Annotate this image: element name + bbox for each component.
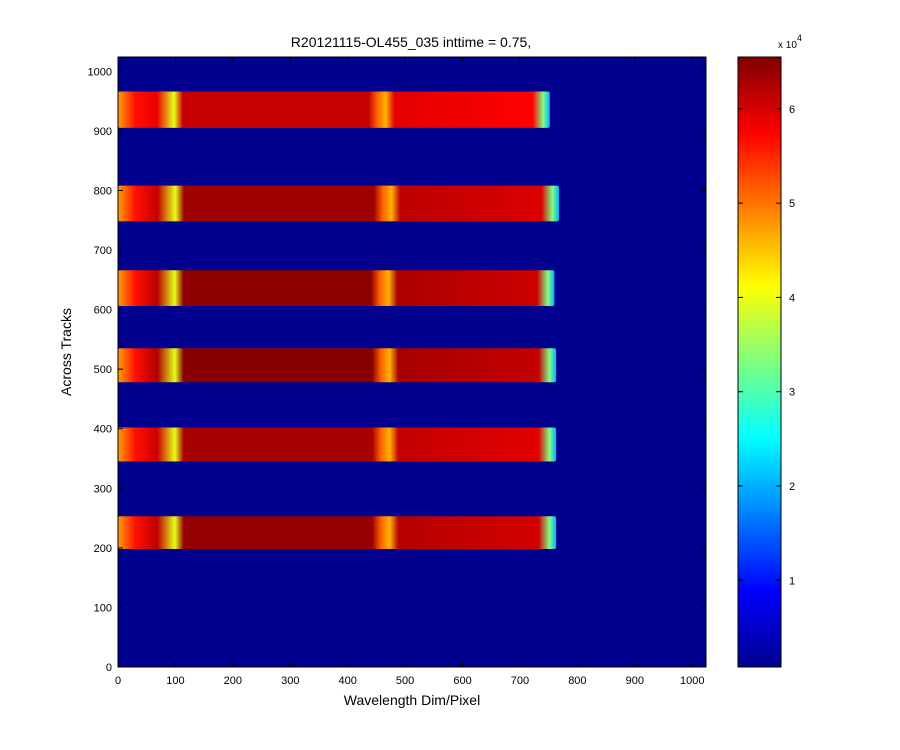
colorbar-tick-label: 3 <box>789 387 795 399</box>
x-tick-label: 400 <box>339 675 357 687</box>
y-tick-label: 500 <box>94 364 112 376</box>
x-tick-label: 0 <box>115 675 121 687</box>
colorbar-tick-label: 1 <box>789 575 795 587</box>
heatmap-stripe <box>118 270 555 307</box>
y-tick-label: 800 <box>94 185 112 197</box>
y-tick-label: 100 <box>94 602 112 614</box>
colorbar-tick-label: 2 <box>789 481 795 493</box>
y-axis-ticks: 0 100 200 300 400 500 600 700 800 900 1000 <box>88 66 706 674</box>
heatmap-stripe <box>118 427 557 462</box>
x-tick-label: 800 <box>568 675 586 687</box>
x-tick-label: 100 <box>166 675 184 687</box>
y-tick-label: 700 <box>94 245 112 257</box>
y-tick-label: 200 <box>94 543 112 555</box>
y-tick-label: 0 <box>106 662 112 674</box>
x-axis-label: Wavelength Dim/Pixel <box>344 692 480 708</box>
x-tick-label: 1000 <box>680 675 704 687</box>
y-tick-label: 400 <box>94 424 112 436</box>
chart-title: R20121115-OL455_035 inttime = 0.75, <box>291 34 531 50</box>
colorbar-tick-label: 6 <box>789 104 795 116</box>
colorbar-tick-label: 4 <box>789 292 795 304</box>
x-tick-label: 900 <box>626 675 644 687</box>
y-tick-label: 600 <box>94 305 112 317</box>
x-tick-label: 700 <box>511 675 529 687</box>
x-tick-label: 200 <box>224 675 242 687</box>
heatmap-stripes <box>118 91 559 550</box>
colorbar-tick-label: 5 <box>789 198 795 210</box>
heatmap-stripe <box>118 516 557 550</box>
x-tick-label: 600 <box>453 675 471 687</box>
x-axis-ticks: 0 100 200 300 400 500 600 700 800 900 1000 <box>115 57 704 687</box>
y-tick-label: 1000 <box>88 66 112 78</box>
heatmap-stripe <box>118 91 550 128</box>
heatmap-stripe <box>118 185 559 222</box>
y-tick-label: 300 <box>94 483 112 495</box>
colorbar <box>737 56 782 668</box>
x-tick-label: 500 <box>396 675 414 687</box>
heatmap-stripe <box>118 348 557 383</box>
plot-frame <box>117 56 707 668</box>
y-tick-label: 900 <box>94 126 112 138</box>
y-axis-label: Across Tracks <box>58 308 74 396</box>
colorbar-ticks: 1 2 3 4 5 6 <box>738 104 795 587</box>
colorbar-exponent-label: x 104 <box>778 33 802 51</box>
x-tick-label: 300 <box>281 675 299 687</box>
